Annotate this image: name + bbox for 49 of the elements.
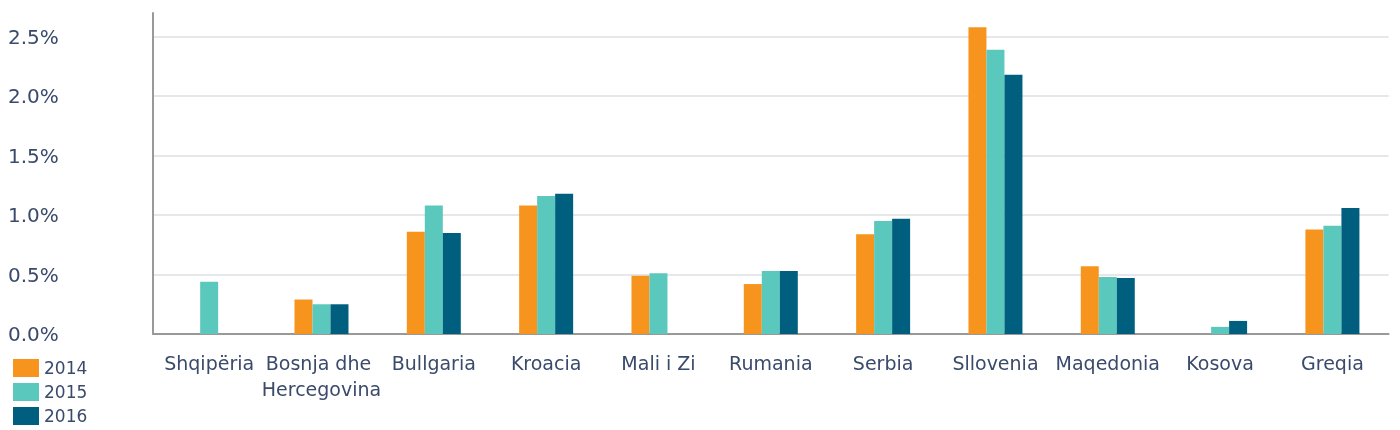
bar [779,270,798,334]
bar [1229,320,1248,334]
bar [856,234,875,334]
legend-label: 2016 [44,406,88,426]
bar [743,284,762,334]
bar [1116,278,1135,334]
bar [968,27,987,334]
x-tick-label: Serbia [852,352,914,374]
legend-label: 2015 [44,382,88,402]
bar [294,299,313,334]
bar [1098,276,1117,334]
y-tick-label: 1.5% [8,143,59,168]
x-tick-label: Shqipëria [164,352,255,374]
x-tick-label: Bullgaria [391,352,476,374]
x-tick-label: Bosnja dhe Hercegovina [261,352,382,400]
bar [312,304,331,334]
bar [406,231,425,334]
x-tick-label: Kosova [1186,352,1254,374]
x-tick-label: Mali i Zi [621,352,696,374]
y-tick-label: 2.0% [8,84,59,109]
bar [424,205,443,334]
bar [761,270,780,334]
bar [519,205,538,334]
x-tick-label: Rumania [729,352,813,374]
bar [442,232,461,334]
x-tick-label: Greqia [1301,352,1364,374]
bar [1323,225,1342,334]
bar [537,196,556,334]
bar [330,304,349,334]
legend-label: 2014 [44,358,88,378]
y-tick-label: 0.0% [8,322,59,346]
x-tick-label: Sllovenia [952,352,1039,374]
y-tick-label: 2.5% [8,24,59,49]
bar [649,273,668,334]
bar [874,221,893,334]
y-tick-label: 0.5% [8,262,59,287]
bar [1080,266,1099,334]
bar [1211,326,1230,334]
bar [555,193,574,334]
bar [200,281,219,334]
bar [1004,74,1023,334]
bar [892,218,911,334]
bar [986,49,1005,334]
bar [1341,207,1360,334]
y-tick-label: 1.0% [8,203,59,228]
x-tick-label: Maqedonia [1055,352,1160,374]
bar [1305,229,1324,334]
x-tick-label: Kroacia [510,352,582,374]
bar [631,275,650,334]
